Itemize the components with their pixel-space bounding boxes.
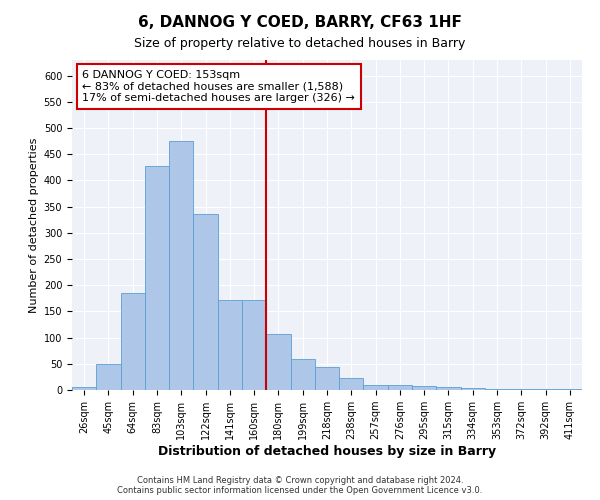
- Bar: [169, 141, 193, 390]
- Bar: [339, 378, 364, 390]
- Bar: [533, 389, 558, 390]
- Bar: [315, 368, 339, 390]
- X-axis label: Distribution of detached houses by size in Barry: Distribution of detached houses by size …: [158, 445, 496, 458]
- Text: Contains HM Land Registry data © Crown copyright and database right 2024.
Contai: Contains HM Land Registry data © Crown c…: [118, 476, 482, 495]
- Text: Size of property relative to detached houses in Barry: Size of property relative to detached ho…: [134, 38, 466, 51]
- Bar: [193, 214, 218, 390]
- Bar: [388, 385, 412, 390]
- Bar: [461, 388, 485, 390]
- Bar: [145, 166, 169, 390]
- Bar: [242, 300, 266, 390]
- Bar: [485, 389, 509, 390]
- Bar: [412, 386, 436, 390]
- Text: 6, DANNOG Y COED, BARRY, CF63 1HF: 6, DANNOG Y COED, BARRY, CF63 1HF: [138, 15, 462, 30]
- Bar: [72, 388, 96, 390]
- Bar: [266, 334, 290, 390]
- Bar: [121, 293, 145, 390]
- Text: 6 DANNOG Y COED: 153sqm
← 83% of detached houses are smaller (1,588)
17% of semi: 6 DANNOG Y COED: 153sqm ← 83% of detache…: [82, 70, 355, 103]
- Bar: [96, 364, 121, 390]
- Bar: [364, 385, 388, 390]
- Bar: [436, 388, 461, 390]
- Bar: [290, 358, 315, 390]
- Bar: [218, 300, 242, 390]
- Y-axis label: Number of detached properties: Number of detached properties: [29, 138, 40, 312]
